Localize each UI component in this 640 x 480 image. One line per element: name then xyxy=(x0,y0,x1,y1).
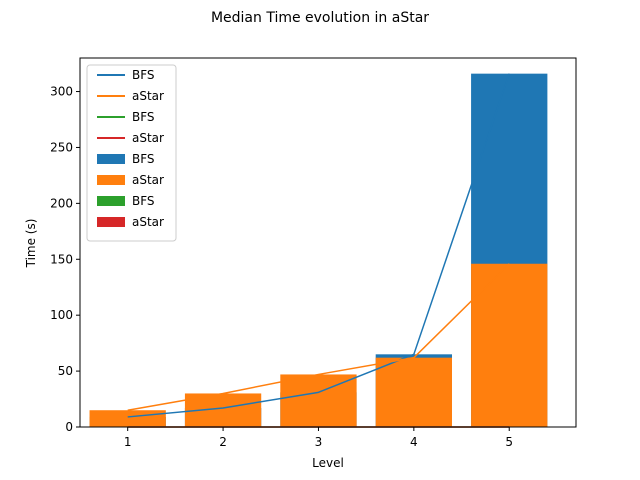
legend-bar-label-3: aStar xyxy=(132,215,164,229)
bar-series-1-level-1 xyxy=(89,410,166,427)
y-tick-label-300: 300 xyxy=(50,85,73,99)
y-tick-label-200: 200 xyxy=(50,196,73,210)
legend-bar-label-1: aStar xyxy=(132,173,164,187)
legend-line-label-2: BFS xyxy=(132,110,155,124)
y-tick-label-150: 150 xyxy=(50,252,73,266)
bar-series-1-level-5 xyxy=(471,263,548,427)
x-tick-label-2: 2 xyxy=(219,435,227,449)
legend-bar-swatch-0 xyxy=(97,154,125,164)
legend-bar-swatch-2 xyxy=(97,196,125,206)
x-axis-label: Level xyxy=(312,456,344,470)
legend-bar-label-0: BFS xyxy=(132,152,155,166)
legend-bar-swatch-1 xyxy=(97,175,125,185)
legend-line-label-0: BFS xyxy=(132,68,155,82)
line-series-0 xyxy=(127,73,510,418)
legend-bar-label-2: BFS xyxy=(132,194,155,208)
line-series-1 xyxy=(127,263,510,411)
x-tick-label-5: 5 xyxy=(505,435,513,449)
legend-bar-swatch-3 xyxy=(97,217,125,227)
x-tick-label-4: 4 xyxy=(410,435,418,449)
bar-series-1-level-3 xyxy=(280,374,357,427)
x-tick-label-3: 3 xyxy=(315,435,323,449)
legend-line-label-1: aStar xyxy=(132,89,164,103)
legend: BFS aStar BFS aStar BFS aStar BFS aStar xyxy=(86,64,177,242)
y-tick-label-250: 250 xyxy=(50,140,73,154)
axes-frame xyxy=(79,57,577,428)
y-axis-label: Time (s) xyxy=(24,219,38,269)
bar-series-1-level-4 xyxy=(375,357,452,427)
legend-line-label-3: aStar xyxy=(132,131,164,145)
y-tick-label-100: 100 xyxy=(50,308,73,322)
y-tick-label-50: 50 xyxy=(58,364,73,378)
x-tick-label-1: 1 xyxy=(124,435,132,449)
y-tick-label-0: 0 xyxy=(65,420,73,434)
chart-title: Median Time evolution in aStar xyxy=(211,10,429,26)
